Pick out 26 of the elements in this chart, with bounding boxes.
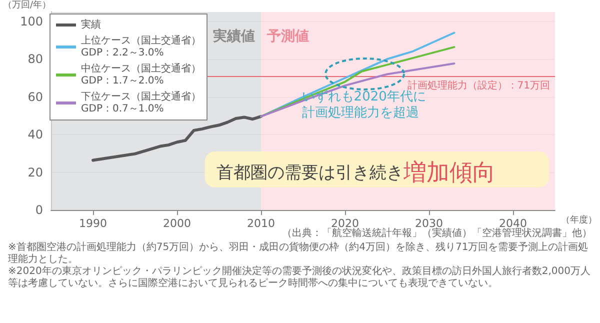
legend-label: 上位ケース（国土交通省） GDP：2.2～3.0% (81, 34, 201, 58)
x-tick-label: 1990 (79, 217, 108, 230)
y-tick-label: 40 (28, 128, 44, 142)
annotation: 増加傾向 (402, 160, 496, 186)
legend-label: 下位ケース（国土交通省） GDP：0.7～1.0% (81, 90, 201, 114)
band-label: 予測値 (266, 28, 310, 45)
y-tick-label: 60 (28, 90, 44, 104)
x-axis-title: （年度） (561, 214, 597, 226)
x-tick-label: 2000 (163, 217, 192, 230)
y-tick-label: 0 (35, 203, 44, 217)
legend-label: 実績 (81, 18, 101, 30)
annotation: 計画処理能力を超過 (302, 105, 419, 120)
y-axis-title: （万回/年） (2, 0, 52, 10)
x-tick-label: 2010 (247, 217, 276, 230)
line-series (260, 62, 456, 118)
text: ※2020年の東京オリンピック・パラリンピック開催決定等の需要予測後の状況変化や、政策目標の訪日外国人旅行者数2,000万人等は考慮していない。さらに国際空港において見られるピーク時間帯への集中についても表現できていない。 (8, 266, 592, 290)
y-tick-label: 100 (20, 14, 44, 28)
band-label: 実績値 (213, 28, 256, 45)
line-series (92, 114, 263, 162)
legend-label: 中位ケース（国土交通省） GDP：1.7～2.0% (81, 62, 201, 86)
y-tick-label: 80 (28, 52, 44, 66)
text: （出典：「航空輸送統計年報」（実績値）「空港管理状況調書」他） (282, 228, 592, 240)
text: ※首都圏空港の計画処理能力（約75万回）から、羽田・成田の貨物便の枠（約4万回）を除き、残り71万回を需要予測上の計画処理能力とした。 (8, 242, 590, 266)
annotation: いずれも2020年代に (302, 89, 426, 104)
annotation: 首都圏の需要は引き続き (216, 163, 404, 184)
y-tick-label: 20 (28, 165, 44, 180)
